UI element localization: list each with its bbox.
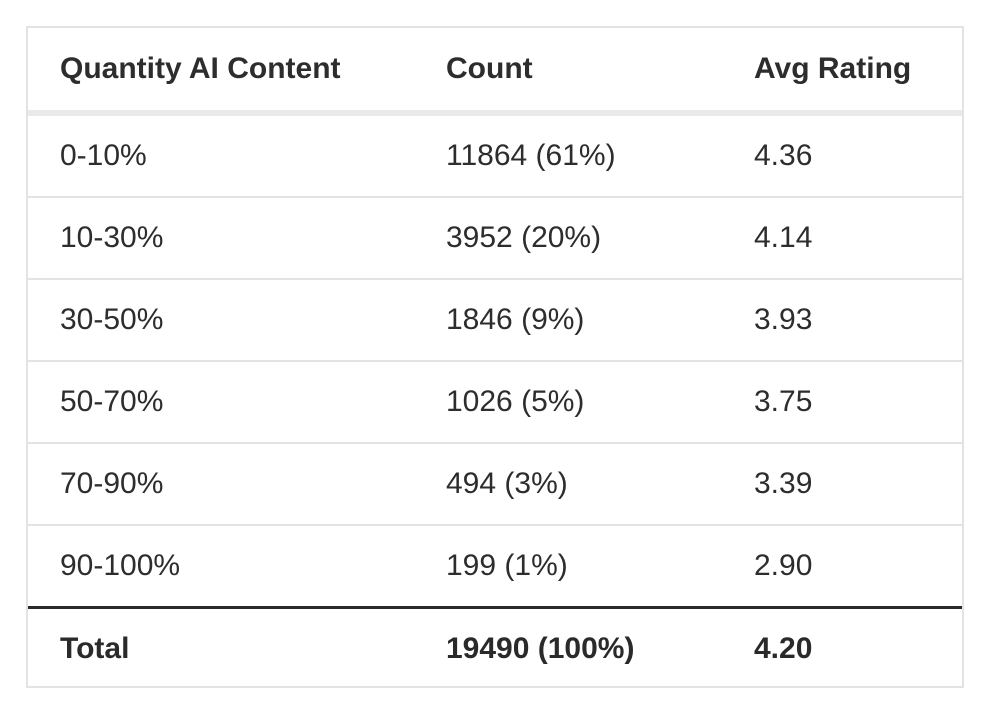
total-row: Total 19490 (100%) 4.20 — [28, 606, 962, 689]
avg-rating-cell: 3.75 — [722, 361, 962, 444]
quantity-cell: 0-10% — [28, 113, 414, 198]
table-header: Quantity AI Content Count Avg Rating — [28, 28, 962, 116]
table-row: 30-50% 1846 (9%) 3.93 — [28, 279, 962, 362]
table-row: 70-90% 494 (3%) 3.39 — [28, 443, 962, 526]
total-avg-rating-cell: 4.20 — [722, 606, 962, 689]
column-header-quantity-ai-content: Quantity AI Content — [28, 28, 414, 116]
table-row: 50-70% 1026 (5%) 3.75 — [28, 361, 962, 444]
avg-rating-cell: 4.36 — [722, 113, 962, 198]
quantity-cell: 90-100% — [60, 549, 181, 582]
quantity-cell: 30-50% — [28, 279, 414, 362]
table-body: 0-10% 11864 (61%) 4.36 10-30% 3952 (20%)… — [28, 113, 962, 608]
count-cell: 3952 (20%) — [414, 197, 722, 280]
count-cell: 1846 (9%) — [414, 279, 722, 362]
total-label-cell: Total — [28, 606, 414, 689]
avg-rating-cell: 2.90 — [754, 549, 813, 582]
table-footer: Total 19490 (100%) 4.20 — [28, 606, 962, 689]
header-row: Quantity AI Content Count Avg Rating — [28, 28, 962, 116]
ai-content-rating-table: Quantity AI Content Count Avg Rating 0-1… — [28, 28, 962, 689]
quantity-cell: 70-90% — [28, 443, 414, 526]
table-row: 0-10% 11864 (61%) 4.36 — [28, 113, 962, 198]
avg-rating-cell: 4.14 — [722, 197, 962, 280]
quantity-cell: 50-70% — [28, 361, 414, 444]
count-cell: 1026 (5%) — [414, 361, 722, 444]
column-header-count: Count — [414, 28, 722, 116]
count-cell: 494 (3%) — [414, 443, 722, 526]
table-row: 10-30% 3952 (20%) 4.14 — [28, 197, 962, 280]
table-row: 90-100% 199 (1%) 2.90 — [28, 525, 962, 608]
count-cell: 199 (1%) — [446, 549, 568, 582]
column-header-avg-rating: Avg Rating — [722, 28, 962, 116]
quantity-cell: 10-30% — [28, 197, 414, 280]
total-count-cell: 19490 (100%) — [414, 606, 722, 689]
avg-rating-cell: 3.39 — [722, 443, 962, 526]
count-cell: 11864 (61%) — [414, 113, 722, 198]
avg-rating-cell: 3.93 — [722, 279, 962, 362]
ai-content-table-container: Quantity AI Content Count Avg Rating 0-1… — [26, 26, 964, 689]
